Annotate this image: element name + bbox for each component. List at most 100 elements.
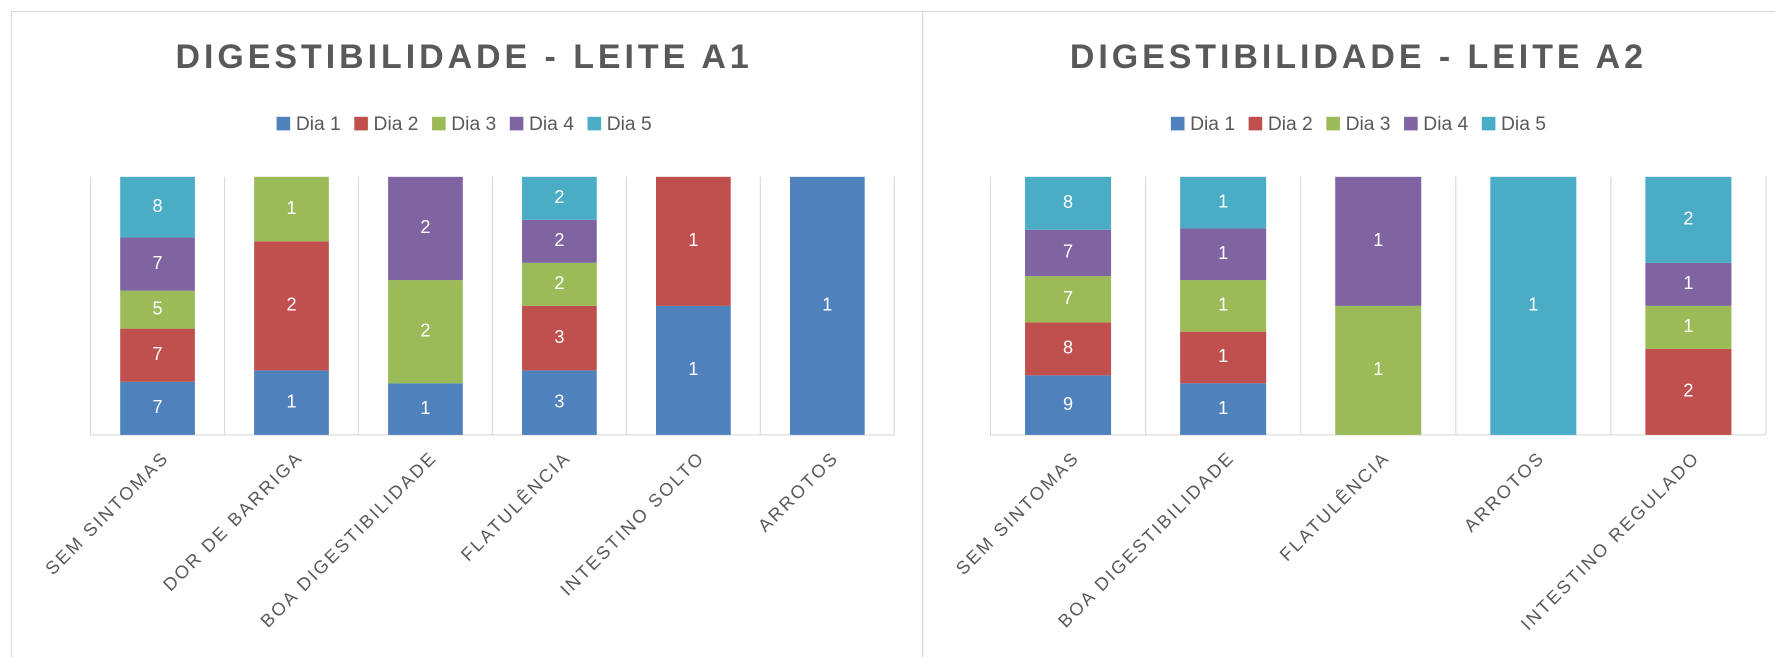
bar-segment — [254, 241, 329, 371]
legend-swatch — [1170, 116, 1185, 131]
data-label: 2 — [554, 187, 564, 207]
bar-segment — [1180, 228, 1267, 281]
bar-segment — [789, 176, 865, 435]
data-label: 1 — [286, 391, 296, 411]
data-label: 8 — [1063, 338, 1073, 358]
legend-label: Dia 1 — [296, 114, 341, 135]
bar-segment — [522, 176, 597, 220]
bar-segment — [1180, 280, 1267, 332]
bar-segment — [1025, 176, 1112, 230]
data-label: 9 — [1063, 394, 1073, 414]
data-label: 1 — [1218, 346, 1228, 366]
data-label: 1 — [1218, 398, 1228, 418]
legend-label: Dia 2 — [374, 114, 419, 135]
bar-segment — [1025, 276, 1112, 323]
legend-swatch — [509, 116, 524, 131]
bar-segment — [120, 237, 195, 291]
data-label: 1 — [822, 295, 832, 315]
x-tick-label: INTESTINO REGULADO — [1517, 447, 1704, 634]
data-label: 2 — [420, 217, 430, 237]
data-label: 2 — [286, 295, 296, 315]
x-tick-label: INTESTINO SOLTO — [556, 447, 708, 599]
x-tick-label: ARROTOS — [754, 447, 842, 535]
data-label: 1 — [688, 359, 698, 379]
data-label: 7 — [1063, 242, 1073, 262]
bar-segment — [254, 176, 329, 242]
legend-label: Dia 4 — [1423, 114, 1468, 135]
data-label: 1 — [688, 230, 698, 250]
legend-swatch — [1248, 116, 1263, 131]
bar-segment — [1490, 176, 1577, 435]
data-label: 7 — [152, 253, 162, 273]
x-tick-label: SEM SINTOMAS — [952, 447, 1083, 578]
data-label: 2 — [554, 273, 564, 293]
x-tick-label: ARROTOS — [1460, 447, 1548, 535]
data-label: 3 — [554, 391, 564, 411]
legend-label: Dia 2 — [1268, 114, 1313, 135]
bar-segment — [1180, 331, 1267, 384]
bar-segment — [120, 328, 195, 382]
x-tick-label: DOR DE BARRIGA — [159, 447, 307, 595]
bar-segment — [522, 262, 597, 306]
legend: Dia 1 Dia 2 Dia 3 Dia 4 Dia 5 — [1170, 114, 1546, 135]
bar-segment — [656, 176, 731, 306]
legend-swatch — [432, 116, 446, 131]
legend-swatch — [587, 116, 602, 131]
legend-label: Dia 3 — [1346, 114, 1391, 135]
bar-segment — [120, 381, 195, 435]
data-label: 1 — [1528, 295, 1538, 315]
bar-segment — [522, 219, 597, 263]
legend-label: Dia 5 — [1501, 114, 1546, 135]
data-label: 8 — [1063, 192, 1073, 212]
x-tick-label: BOA DIGESTIBILIDADE — [1054, 447, 1238, 631]
data-label: 1 — [1373, 359, 1383, 379]
legend: Dia 1 Dia 2 Dia 3 Dia 4 Dia 5 — [276, 114, 652, 135]
legend-swatch — [354, 116, 368, 131]
bar-segment — [1180, 176, 1267, 229]
data-label: 1 — [1683, 273, 1693, 293]
legend-label: Dia 4 — [529, 114, 574, 135]
bar-segment — [120, 176, 195, 238]
data-label: 2 — [554, 230, 564, 250]
bar-segment — [1335, 305, 1422, 435]
data-label: 2 — [1683, 209, 1693, 229]
bar-segment — [1645, 348, 1732, 435]
legend-label: Dia 3 — [451, 114, 496, 135]
data-label: 7 — [1063, 288, 1073, 308]
bar-segment — [1025, 322, 1112, 376]
data-label: 5 — [152, 298, 162, 318]
legend-label: Dia 5 — [607, 114, 652, 135]
bar-segment — [120, 290, 195, 329]
legend-swatch — [1326, 116, 1340, 131]
data-label: 2 — [420, 320, 430, 340]
data-label: 1 — [1373, 230, 1383, 250]
x-tick-label: SEM SINTOMAS — [41, 447, 172, 578]
data-label: 7 — [152, 344, 162, 364]
bar-segment — [1645, 176, 1732, 263]
panel-border — [922, 10, 1775, 657]
bar-segment — [388, 280, 463, 384]
data-label: 8 — [152, 196, 162, 216]
data-label: 1 — [1218, 191, 1228, 211]
legend-swatch — [276, 116, 291, 131]
bar-segment — [1645, 262, 1732, 306]
chart-title: DIGESTIBILIDADE - LEITE A1 — [176, 38, 753, 76]
legend-swatch — [1481, 116, 1496, 131]
bar-segment — [1335, 176, 1422, 306]
data-label: 1 — [1218, 243, 1228, 263]
data-label: 7 — [152, 397, 162, 417]
bar-segment — [254, 370, 329, 435]
data-label: 3 — [554, 327, 564, 347]
bar-segment — [388, 176, 463, 281]
bar-segment — [656, 305, 731, 435]
chart-title: DIGESTIBILIDADE - LEITE A2 — [1070, 38, 1647, 76]
bar-segment — [1025, 375, 1112, 435]
bar-segment — [1645, 305, 1732, 349]
legend-label: Dia 1 — [1190, 114, 1235, 135]
x-tick-label: FLATULÊNCIA — [1276, 447, 1394, 565]
data-label: 1 — [1683, 316, 1693, 336]
data-label: 2 — [1683, 381, 1693, 401]
bar-segment — [388, 383, 463, 435]
data-label: 1 — [286, 198, 296, 218]
